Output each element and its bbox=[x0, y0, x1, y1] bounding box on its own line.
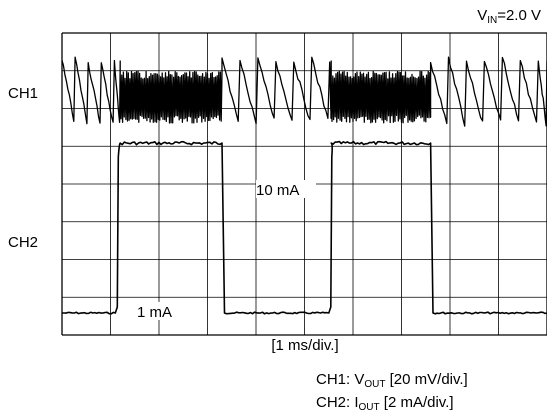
legend-ch2: CH2: IOUT [2 mA/div.] bbox=[316, 394, 454, 413]
legend-ch1-sub: OUT bbox=[364, 379, 385, 390]
vin-label: VIN=2.0 V bbox=[477, 7, 541, 26]
legend-ch1-prefix: CH1: V bbox=[316, 371, 364, 388]
annotation-1ma: 1 mA bbox=[137, 304, 172, 321]
legend-ch2-sub: OUT bbox=[359, 402, 380, 413]
vin-prefix: V bbox=[477, 7, 487, 24]
legend-ch1: CH1: VOUT [20 mV/div.] bbox=[316, 371, 468, 390]
ch2-label: CH2 bbox=[8, 234, 38, 251]
ch1-trace bbox=[61, 56, 547, 127]
legend-ch1-suffix: [20 mV/div.] bbox=[385, 371, 467, 388]
x-scale-label: [1 ms/div.] bbox=[271, 337, 338, 354]
legend-ch2-prefix: CH2: I bbox=[316, 394, 359, 411]
ch1-label: CH1 bbox=[8, 85, 38, 102]
annotation-10ma-bg bbox=[256, 180, 316, 198]
traces bbox=[61, 56, 547, 315]
annotation-1ma-bg bbox=[135, 302, 187, 320]
grid bbox=[61, 32, 547, 336]
ch2-trace bbox=[62, 140, 547, 315]
annotation-10ma: 10 mA bbox=[256, 182, 299, 199]
legend-ch2-suffix: [2 mA/div.] bbox=[380, 394, 454, 411]
vin-sub: IN bbox=[487, 15, 497, 26]
vin-suffix: =2.0 V bbox=[497, 7, 541, 24]
